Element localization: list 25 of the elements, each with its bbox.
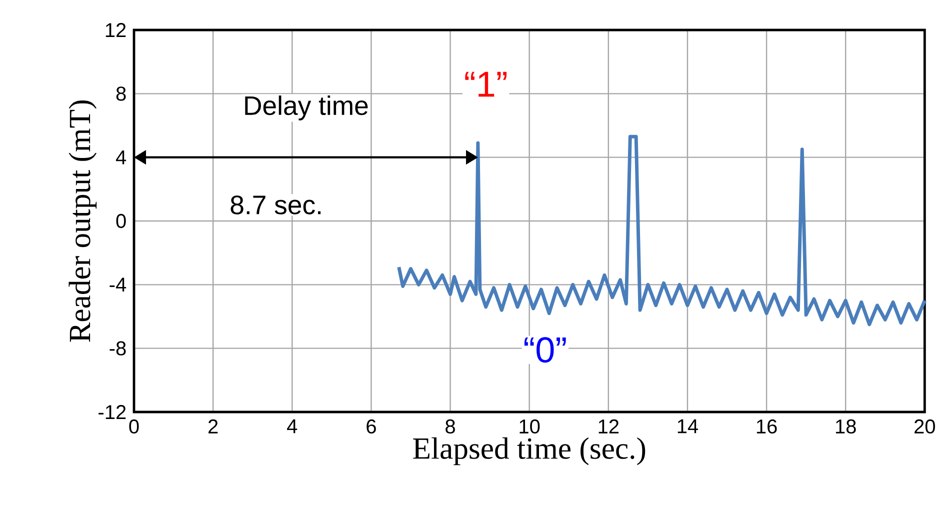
annotation: “0” xyxy=(524,337,566,363)
x-tick-label: 16 xyxy=(756,419,777,434)
annotation: “1” xyxy=(465,72,507,97)
x-tick-label: 2 xyxy=(208,419,218,434)
x-tick-label: 12 xyxy=(598,419,619,434)
x-tick-label: 14 xyxy=(678,419,698,434)
annotation: Delay time xyxy=(245,95,368,120)
x-tick-label: 8 xyxy=(446,419,455,434)
y-tick-label: 12 xyxy=(106,23,126,37)
x-tick-label: 18 xyxy=(836,419,856,434)
line-series xyxy=(397,134,926,326)
x-tick-label: 20 xyxy=(914,419,936,434)
annotation: 8.7 sec. xyxy=(230,196,321,214)
x-axis-title: Elapsed time (sec.) xyxy=(413,437,646,466)
y-tick-label: -4 xyxy=(110,278,126,292)
y-axis-title: Reader output (mT) xyxy=(68,100,97,342)
x-tick-label: 0 xyxy=(129,419,139,434)
y-tick-label: 4 xyxy=(116,150,126,164)
y-tick-label: -12 xyxy=(98,405,126,419)
x-tick-label: 6 xyxy=(366,419,376,434)
y-tick-label: -8 xyxy=(110,341,126,356)
x-tick-label: 4 xyxy=(287,419,298,434)
y-tick-label: 8 xyxy=(116,86,126,101)
y-tick-label: 0 xyxy=(116,214,126,228)
x-tick-label: 10 xyxy=(520,419,540,434)
